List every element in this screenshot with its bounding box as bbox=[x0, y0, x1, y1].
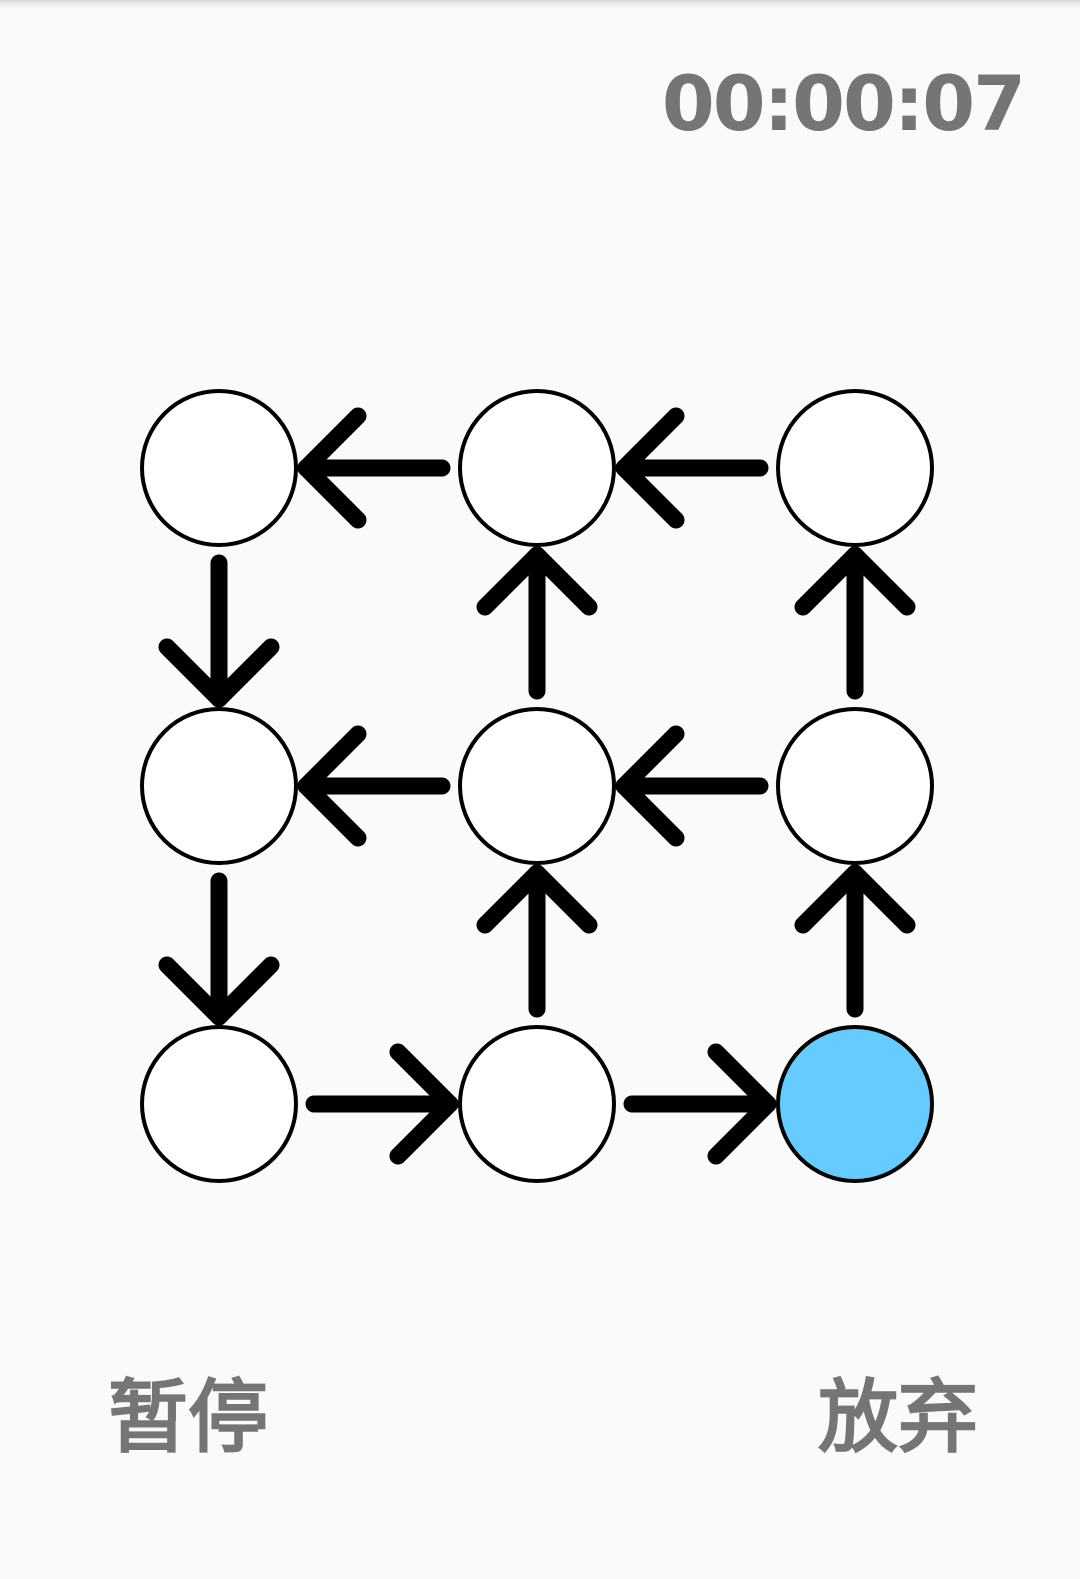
status-bar-shadow bbox=[0, 0, 1080, 8]
grid-node[interactable] bbox=[140, 707, 298, 865]
give-up-button[interactable]: 放弃 bbox=[818, 1371, 978, 1464]
edge-arrow bbox=[615, 407, 769, 529]
grid-node[interactable] bbox=[776, 389, 934, 547]
edge-arrow bbox=[623, 1043, 777, 1165]
edge-arrow bbox=[297, 725, 451, 847]
edge-arrow bbox=[476, 546, 598, 700]
edge-arrow bbox=[476, 864, 598, 1018]
edge-arrow bbox=[794, 864, 916, 1018]
grid-node[interactable] bbox=[140, 389, 298, 547]
elapsed-timer: 00:00:07 bbox=[661, 59, 1026, 148]
node-layer bbox=[140, 389, 934, 1183]
edge-layer bbox=[158, 407, 916, 1165]
grid-node-active[interactable] bbox=[776, 1025, 934, 1183]
edge-arrow bbox=[615, 725, 769, 847]
edge-arrow bbox=[297, 407, 451, 529]
grid-node[interactable] bbox=[776, 707, 934, 865]
grid-node[interactable] bbox=[458, 1025, 616, 1183]
grid-node[interactable] bbox=[140, 1025, 298, 1183]
grid-node[interactable] bbox=[458, 389, 616, 547]
edge-arrow bbox=[305, 1043, 459, 1165]
edge-arrow bbox=[158, 554, 280, 708]
pause-button[interactable]: 暂停 bbox=[108, 1371, 268, 1464]
edge-arrow bbox=[794, 546, 916, 700]
edge-arrow bbox=[158, 872, 280, 1026]
grid-node[interactable] bbox=[458, 707, 616, 865]
